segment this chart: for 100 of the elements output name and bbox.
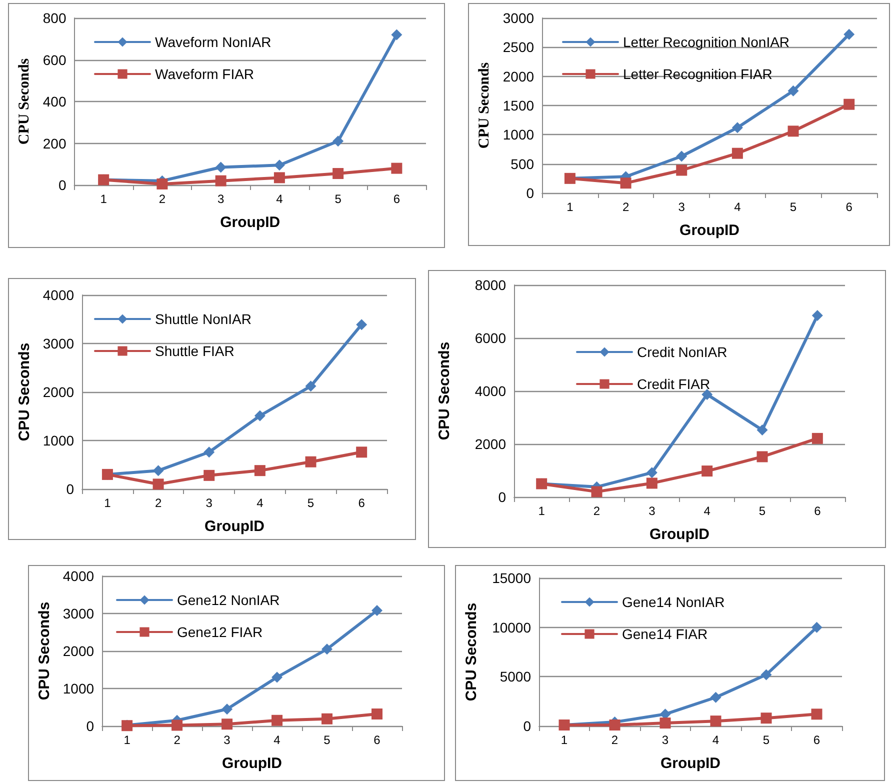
y-tick-label: 4000 [42,287,74,303]
point [305,456,316,468]
point [332,168,344,180]
point [272,672,283,683]
x-tick-label: 6 [393,192,400,206]
point [812,310,823,321]
y-tick-label: 0 [523,718,532,734]
point [152,465,164,476]
y-tick-label: 200 [42,135,66,152]
x-tick-label: 5 [334,192,342,206]
x-tick-label: 5 [758,504,766,518]
x-tick-label: 1 [100,192,108,206]
x-axis-title: GroupID [680,222,740,239]
y-tick-label: 3000 [62,606,94,622]
x-tick-label: 2 [611,733,618,747]
legend-label: Credit FIAR [637,376,710,392]
y-tick-label: 2000 [62,643,94,659]
point [646,478,658,489]
point [204,446,215,458]
y-tick-label: 500 [510,156,534,172]
point [222,704,233,715]
point [702,388,713,400]
x-axis-title: GroupID [660,755,721,772]
x-tick-label: 5 [762,733,770,747]
point [760,712,772,724]
point [609,720,620,731]
x-axis-title: GroupID [222,755,282,772]
legend-label: Shuttle FIAR [155,343,234,359]
y-axis-title: CPU Seconds [16,342,33,442]
point [274,172,285,184]
y-tick-label: 8000 [474,277,506,293]
y-tick-label: 3000 [42,336,74,352]
x-axis-title: GroupID [204,518,265,535]
point [660,718,671,729]
point [204,470,215,481]
legend-label: Gene14 FIAR [622,626,708,642]
x-tick-label: 3 [678,200,686,214]
point [620,178,632,189]
point [332,136,344,147]
x-tick-label: 6 [813,733,820,747]
y-tick-label: 4000 [62,568,94,584]
y-tick-label: 6000 [474,330,506,346]
legend-label: Waveform NonIAR [155,34,272,50]
y-tick-label: 1000 [42,432,74,448]
point [391,29,402,40]
point [702,466,713,477]
point [676,150,688,162]
y-tick-label: 600 [42,52,66,68]
y-tick-label: 1000 [502,126,534,143]
x-tick-label: 2 [622,200,630,214]
x-tick-label: 2 [593,504,600,518]
legend-label: Shuttle NonIAR [155,311,252,327]
y-axis-title: CPU Seconds [36,602,53,700]
y-tick-label: 3000 [502,10,534,26]
x-tick-label: 1 [124,733,131,747]
point [788,126,799,137]
y-tick-label: 800 [42,10,66,26]
x-tick-label: 6 [814,504,822,518]
x-tick-label: 3 [206,496,213,510]
x-tick-label: 2 [174,733,181,747]
x-tick-label: 4 [712,733,720,747]
y-tick-label: 2000 [42,384,74,400]
point [215,162,226,173]
point [254,465,266,476]
x-tick-label: 1 [104,496,112,510]
x-tick-label: 4 [274,733,281,747]
y-tick-label: 0 [86,718,94,734]
point [215,175,226,186]
point [646,467,658,478]
x-tick-label: 1 [538,504,546,518]
x-tick-label: 4 [276,192,284,206]
x-tick-label: 2 [154,496,162,510]
y-axis-title: CPU Seconds [16,58,32,145]
y-tick-label: 0 [526,185,534,201]
y-tick-label: 2000 [474,436,506,452]
x-tick-label: 5 [324,733,331,747]
point [152,478,164,490]
y-tick-label: 2500 [502,39,534,56]
point [732,148,743,159]
point [356,319,368,330]
x-tick-label: 5 [307,496,314,510]
point [760,669,772,680]
y-tick-label: 400 [42,94,66,110]
y-tick-label: 0 [58,177,66,193]
point [788,85,799,96]
legend-label: Waveform FIAR [155,66,254,82]
point [732,122,743,134]
y-tick-label: 0 [66,481,74,497]
legend-label: Gene14 NonIAR [622,594,725,610]
point [844,98,855,110]
legend-label: Gene12 FIAR [177,624,263,640]
x-tick-label: 3 [662,733,669,747]
legend-label: Credit NonIAR [637,344,728,360]
point [356,446,368,458]
x-axis-title: GroupID [650,526,710,543]
point [812,432,823,444]
y-tick-label: 2000 [502,68,534,84]
point [372,605,383,616]
point [274,160,285,171]
y-axis-title: CPU Seconds [436,342,453,440]
